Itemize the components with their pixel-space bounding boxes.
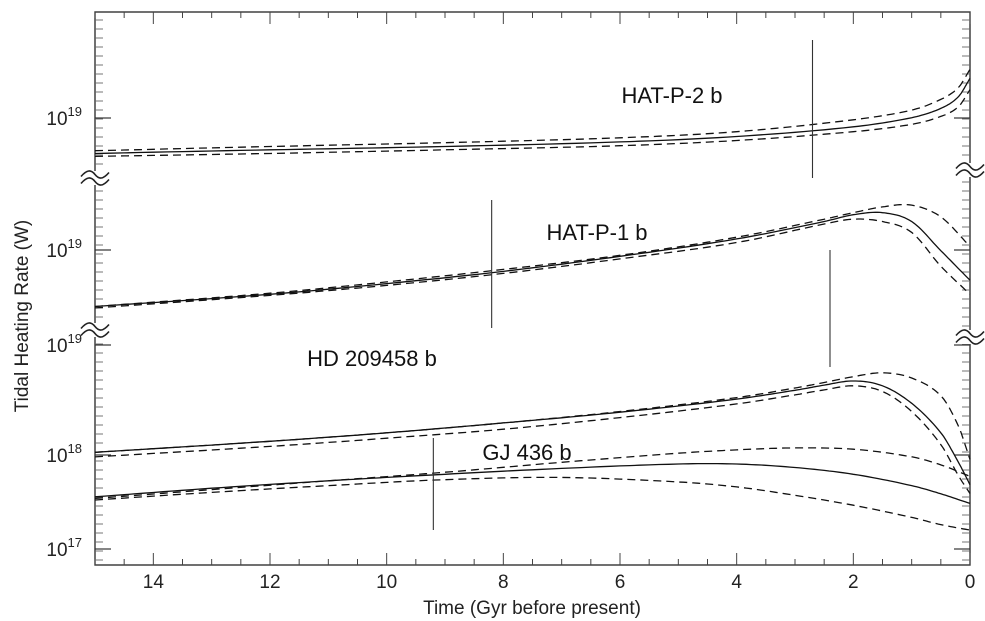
axis-break-icon bbox=[80, 177, 110, 186]
y-tick-label: 1019 bbox=[46, 236, 82, 262]
planet-label: GJ 436 b bbox=[482, 440, 571, 465]
axis-breaks bbox=[80, 162, 985, 345]
x-tick-label: 8 bbox=[498, 572, 509, 593]
y-tick-label: 1018 bbox=[46, 441, 82, 467]
plot-border bbox=[94, 11, 971, 566]
x-tick-labels: 14 12 10 8 6 4 2 0 bbox=[143, 572, 976, 593]
x-tick-label: 2 bbox=[848, 572, 859, 593]
x-tick-label: 0 bbox=[965, 572, 976, 593]
axis-break-icon bbox=[80, 322, 110, 331]
x-tick-label: 14 bbox=[143, 572, 165, 593]
axis-break-icon bbox=[955, 329, 985, 338]
y-axis-title: Tidal Heating Rate (W) bbox=[12, 220, 33, 413]
planet-label: HD 209458 b bbox=[307, 346, 437, 371]
planet-label: HAT-P-2 b bbox=[621, 83, 722, 108]
panel-hat-p-2-b: HAT-P-2 b bbox=[94, 40, 971, 178]
x-tick-label: 12 bbox=[259, 572, 280, 593]
series-line-bound bbox=[94, 203, 971, 308]
x-axis-title: Time (Gyr before present) bbox=[423, 598, 641, 619]
axis-break-icon bbox=[955, 162, 985, 171]
y-tick-labels: 1019 1019 1019 1018 1017 bbox=[46, 104, 82, 561]
series-line-bound bbox=[94, 89, 971, 158]
panel-gj-436-b: GJ 436 b bbox=[94, 438, 971, 531]
axis-break-icon bbox=[80, 329, 110, 338]
y-tick-label: 1019 bbox=[46, 331, 82, 357]
x-tick-label: 10 bbox=[376, 572, 397, 593]
planet-label: HAT-P-1 b bbox=[546, 220, 647, 245]
series-line-nominal bbox=[94, 380, 971, 486]
x-tick-label: 4 bbox=[731, 572, 742, 593]
panel-hat-p-1-b: HAT-P-1 b bbox=[94, 200, 971, 328]
axis-break-mask bbox=[83, 171, 107, 185]
panel-hd-209458-b: HD 209458 b bbox=[94, 250, 971, 494]
axis-break-icon bbox=[80, 170, 110, 179]
series-line-bound bbox=[94, 476, 971, 531]
axis-break-icon bbox=[955, 169, 985, 178]
axis-break-mask bbox=[83, 323, 107, 337]
plot-frame bbox=[94, 11, 971, 566]
series-line-nominal bbox=[94, 211, 971, 308]
x-tick-label: 6 bbox=[615, 572, 626, 593]
series-line-bound bbox=[94, 447, 971, 500]
series-line-bound bbox=[94, 372, 971, 460]
series-line-bound bbox=[94, 385, 971, 494]
chart-panels: HAT-P-2 b HAT-P-1 b HD 209458 b GJ 436 b bbox=[94, 40, 971, 531]
series-line-bound bbox=[94, 218, 971, 309]
series-line-bound bbox=[94, 68, 971, 152]
y-tick-label: 1019 bbox=[46, 104, 82, 130]
axis-break-icon bbox=[955, 336, 985, 345]
axis-break-mask bbox=[958, 330, 982, 344]
series-line-nominal bbox=[94, 77, 971, 155]
axis-break-mask bbox=[958, 163, 982, 177]
minor-ticks bbox=[94, 12, 971, 565]
series-line-nominal bbox=[94, 462, 971, 505]
y-tick-label: 1017 bbox=[46, 535, 82, 561]
